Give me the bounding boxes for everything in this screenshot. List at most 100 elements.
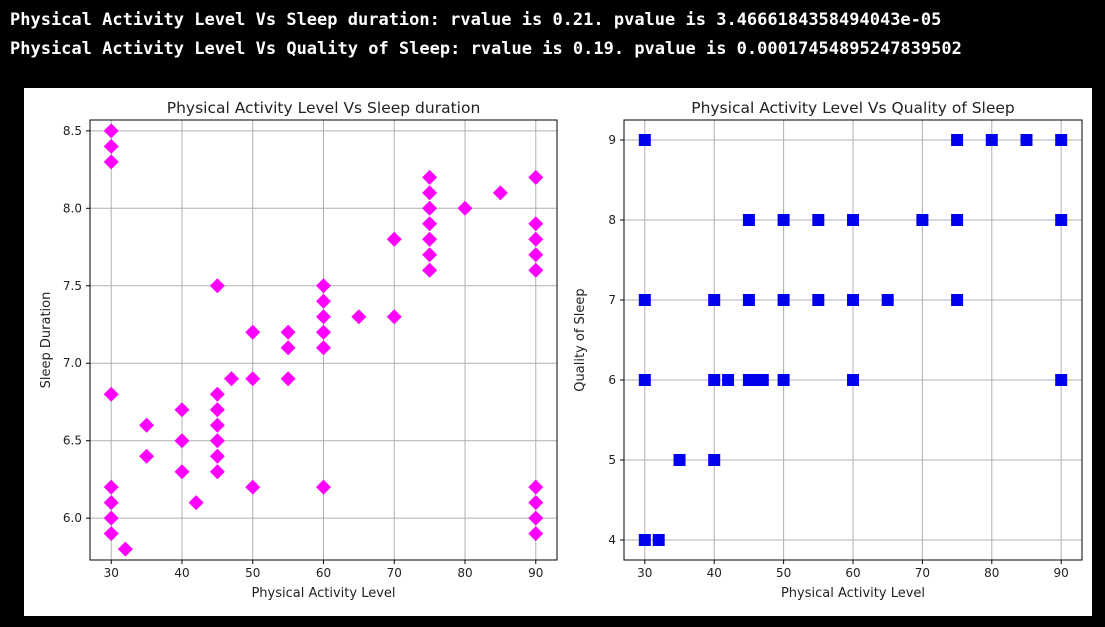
data-point: [103, 479, 119, 495]
data-point: [280, 371, 296, 387]
y-axis-label: Sleep Duration: [39, 292, 54, 389]
y-tick-label: 7: [608, 293, 616, 307]
data-point: [316, 293, 331, 309]
data-point: [224, 371, 240, 387]
output-line-2: Physical Activity Level Vs Quality of Sl…: [10, 39, 962, 59]
x-axis-label: Physical Activity Level: [781, 586, 925, 601]
data-point: [812, 294, 825, 306]
data-point: [951, 294, 964, 306]
data-point: [209, 402, 225, 418]
data-point: [847, 214, 859, 226]
data-point: [951, 214, 964, 226]
data-point: [188, 495, 204, 511]
y-tick-label: 6: [608, 373, 616, 387]
x-tick-label: 60: [316, 566, 331, 580]
data-point: [103, 495, 119, 511]
data-point: [209, 464, 225, 480]
data-point: [316, 479, 331, 495]
data-point: [638, 534, 651, 546]
data-point: [103, 510, 119, 526]
x-tick-label: 50: [245, 566, 260, 580]
data-point: [812, 214, 825, 226]
data-point: [316, 309, 331, 325]
data-point: [492, 185, 508, 201]
data-point: [708, 294, 721, 306]
y-tick-label: 7.0: [63, 356, 82, 370]
data-point: [386, 231, 402, 247]
data-point: [708, 454, 721, 466]
data-point: [422, 200, 438, 216]
data-point: [638, 374, 651, 386]
x-tick-label: 50: [776, 566, 791, 580]
data-point: [708, 374, 721, 386]
x-tick-label: 60: [845, 566, 860, 580]
data-point: [528, 510, 544, 526]
chart-title: Physical Activity Level Vs Quality of Sl…: [691, 99, 1015, 117]
data-point: [316, 324, 331, 340]
y-tick-label: 6.0: [63, 511, 82, 525]
y-axis-label: Quality of Sleep: [573, 288, 588, 391]
data-point: [103, 386, 119, 402]
data-point: [528, 169, 544, 185]
chart-2: 30 40 50 60 70 80 90 4 5 6 7 8 9 Physical Activity Le…: [573, 99, 1083, 601]
data-point: [209, 417, 225, 433]
data-point: [1055, 134, 1068, 146]
plot-frame: [89, 119, 558, 561]
chart-1: 30 40 50 60 70 80 90 6.0 6.5 7.0 7.5 8.0 8.5 Physical…: [39, 99, 558, 601]
x-axis-label: Physical Activity Level: [251, 586, 395, 601]
figure-svg: 30 40 50 60 70 80 90 6.0 6.5 7.0 7.5 8.0 8.5 Physical…: [39, 99, 1083, 601]
data-point: [756, 374, 769, 386]
data-point: [722, 374, 735, 386]
data-point: [174, 433, 190, 449]
y-tick-label: 8.5: [63, 124, 82, 138]
data-point: [422, 169, 438, 185]
data-point: [742, 294, 755, 306]
data-point: [316, 340, 331, 356]
x-tick-label: 80: [457, 566, 472, 580]
data-point: [916, 214, 929, 226]
x-tick-label: 30: [104, 566, 119, 580]
x-tick-label: 40: [174, 566, 189, 580]
data-point: [245, 371, 261, 387]
data-point: [422, 262, 438, 278]
x-tick-label: 90: [528, 566, 543, 580]
data-point: [280, 340, 296, 356]
data-point: [847, 374, 859, 386]
data-point: [1055, 214, 1068, 226]
data-point: [386, 309, 402, 325]
data-point: [103, 123, 119, 139]
x-tick-label: 70: [915, 566, 930, 580]
data-point: [951, 134, 964, 146]
data-point: [673, 454, 686, 466]
data-point: [245, 324, 261, 340]
data-point: [174, 464, 190, 480]
data-point: [1020, 134, 1033, 146]
data-point: [1055, 374, 1068, 386]
data-point: [209, 433, 225, 449]
data-point: [528, 247, 544, 263]
data-point: [139, 417, 155, 433]
data-point: [316, 278, 331, 294]
x-tick-label: 70: [387, 566, 402, 580]
data-point: [528, 216, 544, 232]
y-tick-label: 7.5: [63, 279, 82, 293]
data-point: [638, 294, 651, 306]
y-tick-label: 8.0: [63, 201, 82, 215]
chart-title: Physical Activity Level Vs Sleep duratio…: [167, 99, 481, 117]
data-point: [985, 134, 998, 146]
x-tick-label: 40: [707, 566, 722, 580]
data-point: [139, 448, 155, 464]
data-point: [777, 294, 790, 306]
data-point: [422, 231, 438, 247]
x-tick-label: 80: [984, 566, 999, 580]
data-point: [777, 214, 790, 226]
data-point: [528, 526, 544, 542]
y-tick-label: 6.5: [63, 434, 82, 448]
plot-frame: [623, 119, 1083, 561]
data-point: [209, 386, 225, 402]
y-tick-label: 9: [608, 133, 616, 147]
data-point: [103, 154, 119, 170]
data-point: [351, 309, 367, 325]
x-tick-label: 90: [1054, 566, 1069, 580]
data-point: [103, 138, 119, 154]
